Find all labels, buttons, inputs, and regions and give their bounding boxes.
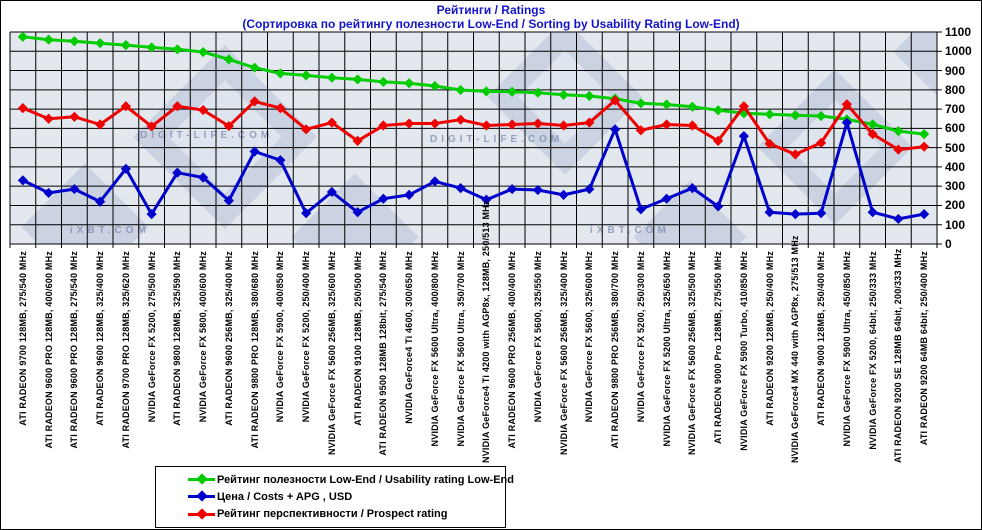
legend-diamond-icon bbox=[196, 473, 208, 485]
y-tick-label: 0 bbox=[945, 237, 952, 251]
legend-label: Рейтинг перспективности / Prospect ratin… bbox=[217, 508, 448, 521]
x-category-label: ATI RADEON 9600 PRO 128MB, 275/540 MHz bbox=[69, 251, 80, 449]
x-category-label: ATI RADEON 9600 128MB, 325/400 MHz bbox=[95, 251, 106, 426]
x-category-label: ATI RADEON 9800 PRO 256MB, 380/700 MHz bbox=[610, 251, 621, 449]
y-tick-label: 600 bbox=[945, 121, 966, 136]
legend-diamond-icon bbox=[196, 490, 208, 503]
x-category-label: NVIDIA GeForce FX 5600 256MB, 325/600 MH… bbox=[326, 251, 337, 455]
legend: Рейтинг полезности Low-End / Usability r… bbox=[155, 466, 514, 528]
x-category-label: NVIDIA GeForce FX 5600 Ultra, 400/800 MH… bbox=[429, 251, 440, 447]
chart-title: Рейтинги / Ratings bbox=[436, 3, 546, 17]
x-category-label: NVIDIA GeForce FX 5900 Turbo, 410/850 MH… bbox=[738, 251, 749, 451]
legend-row: Рейтинг перспективности / Prospect ratin… bbox=[188, 506, 501, 522]
x-category-label: ATI RADEON 9600 PRO 128MB, 400/600 MHz bbox=[43, 251, 54, 449]
x-category-label: NVIDIA GeForce4 Ti 4600, 300/650 MHz bbox=[404, 251, 415, 424]
x-category-label: NVIDIA GeForce FX 5200 Ultra, 325/650 MH… bbox=[661, 251, 672, 447]
watermark-diamond bbox=[291, 173, 419, 244]
x-category-label: NVIDIA GeForce FX 5200, 64bit, 250/333 M… bbox=[867, 251, 878, 450]
watermark-text: iXBT.COM bbox=[590, 225, 670, 236]
y-tick-label: 100 bbox=[945, 217, 966, 232]
x-category-label: NVIDIA GeForce FX 5800, 400/600 MHz bbox=[198, 251, 209, 423]
x-category-label: ATI RADEON 9600 256MB, 325/400 MHz bbox=[223, 251, 234, 426]
x-category-label: NVIDIA GeForce FX 5200, 250/300 MHz bbox=[635, 251, 646, 423]
x-category-label: ATI RADEON 9700 128MB, 275/540 MHz bbox=[17, 251, 28, 426]
y-tick-label: 800 bbox=[945, 82, 966, 97]
watermark-diamond bbox=[893, 32, 937, 109]
x-category-label: ATI RADEON 9500 128MB 128bit, 275/540 MH… bbox=[378, 251, 389, 456]
chart-subtitle: (Сортировка по рейтингу полезности Low-E… bbox=[242, 17, 740, 31]
plot-area: DIGIT-LIFE.COM DIGIT-LIFE.COM iXBT.COM i… bbox=[10, 32, 937, 244]
x-category-label: NVIDIA GeForce FX 5900, 400/850 MHz bbox=[275, 251, 286, 423]
x-category-label: NVIDIA GeForce FX 5600 256MB, 325/400 MH… bbox=[558, 251, 569, 455]
legend-diamond-icon bbox=[196, 508, 208, 520]
x-category-label: ATI RADEON 9200 64MB 64bit, 250/400 MHz bbox=[919, 251, 930, 446]
y-tick-label: 400 bbox=[945, 159, 966, 174]
watermark-text: DIGIT-LIFE.COM bbox=[140, 130, 274, 141]
x-category-label: ATI RADEON 9800 128MB, 325/590 MHz bbox=[172, 251, 183, 426]
x-category-label: ATI RADEON 9000 Pro 128MB, 275/550 MHz bbox=[713, 251, 724, 445]
legend-marker-icon bbox=[188, 490, 215, 503]
x-category-label: NVIDIA GeForce FX 5600, 325/550 MHz bbox=[532, 251, 543, 423]
y-tick-label: 1100 bbox=[945, 25, 972, 39]
legend-marker-icon bbox=[188, 508, 215, 520]
x-category-label: NVIDIA GeForce4 MX 440 with AGP8x, 275/5… bbox=[790, 235, 801, 463]
x-category-label: NVIDIA GeForce FX 5900 Ultra, 450/850 MH… bbox=[841, 251, 852, 447]
legend-row: Рейтинг полезности Low-End / Usability r… bbox=[188, 472, 514, 488]
legend-row: Цена / Costs + APG , USD bbox=[188, 489, 501, 505]
x-category-label: ATI RADEON 9700 PRO 128MB, 325/620 MHz bbox=[120, 251, 131, 449]
legend-marker-icon bbox=[188, 473, 215, 485]
x-category-label: NVIDIA GeForce FX 5600 256MB, 325/500 MH… bbox=[687, 251, 698, 455]
x-category-label: ATI RADEON 9800 PRO 128MB, 380/680 MHz bbox=[249, 251, 260, 449]
x-category-label: NVIDIA GeForce FX 5600, 325/600 MHz bbox=[584, 251, 595, 423]
watermark-text: iXBT.COM bbox=[70, 225, 150, 236]
x-category-label: ATI RADEON 9200 SE 128MB 64bit, 200/333 … bbox=[893, 248, 904, 463]
x-category-label: NVIDIA GeForce4 Ti 4200 with AGP8x, 128M… bbox=[481, 200, 492, 463]
y-tick-label: 900 bbox=[945, 63, 966, 78]
y-tick-label: 700 bbox=[945, 102, 966, 117]
y-tick-label: 200 bbox=[945, 198, 966, 213]
y-tick-label: 500 bbox=[945, 140, 966, 155]
watermark-text: DIGIT-LIFE.COM bbox=[430, 134, 564, 145]
x-category-label: NVIDIA GeForce FX 5600 Ultra, 350/700 MH… bbox=[455, 251, 466, 447]
x-category-label: ATI RADEON 9200 128MB, 250/400 MHz bbox=[764, 251, 775, 426]
x-category-label: ATI RADEON 9000 128MB, 250/400 MHz bbox=[816, 251, 827, 426]
y-tick-label: 300 bbox=[945, 179, 966, 194]
x-category-label: NVIDIA GeForce FX 5200, 275/500 MHz bbox=[146, 251, 157, 423]
x-category-label: ATI RADEON 9600 PRO 256MB, 400/400 MHz bbox=[507, 251, 518, 449]
x-category-label: ATI RADEON 9100 128MB, 250/500 MHz bbox=[352, 251, 363, 426]
legend-label: Цена / Costs + APG , USD bbox=[217, 490, 353, 503]
x-category-label: NVIDIA GeForce FX 5200, 250/400 MHz bbox=[301, 251, 312, 423]
y-tick-label: 1000 bbox=[945, 44, 972, 59]
legend-label: Рейтинг полезности Low-End / Usability r… bbox=[217, 473, 514, 486]
